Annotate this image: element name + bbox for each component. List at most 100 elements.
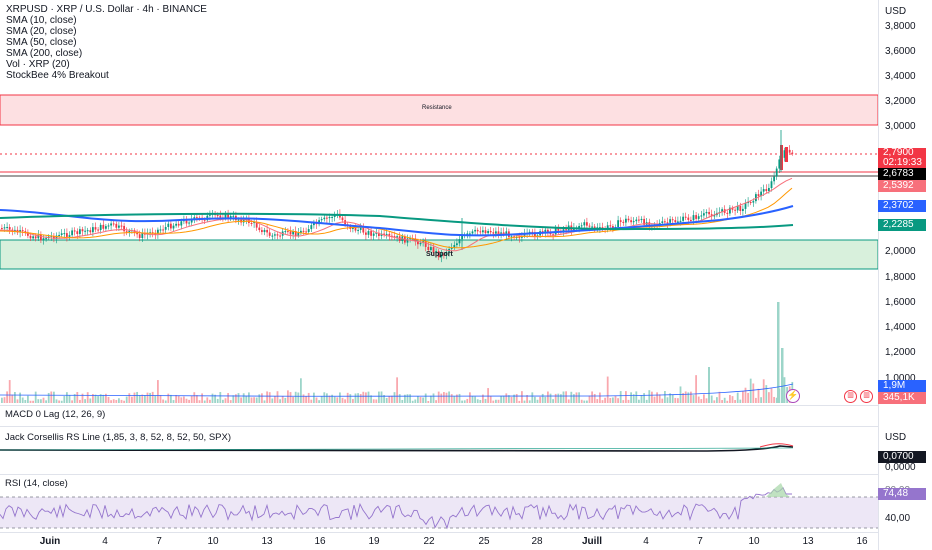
candle	[102, 224, 105, 229]
volume-ma-line	[0, 383, 794, 397]
volume-bar	[731, 396, 734, 403]
candle	[593, 226, 596, 228]
macd-title[interactable]: MACD 0 Lag (12, 26, 9)	[5, 409, 106, 420]
candle	[253, 222, 255, 224]
volume-bar	[45, 400, 47, 403]
rs-value-tag[interactable]: 0,0700	[878, 451, 926, 463]
volume-bar	[8, 380, 11, 403]
volume-bar	[547, 391, 549, 403]
candle	[71, 230, 73, 236]
candle	[635, 219, 638, 222]
volume-tag[interactable]: 345,1K	[878, 392, 926, 404]
resistance-zone[interactable]	[0, 94, 878, 126]
indicator-sma10[interactable]: SMA (10, close)	[6, 15, 77, 26]
rsi-title[interactable]: RSI (14, close)	[5, 478, 68, 489]
rsi-value-tag[interactable]: 74,48	[878, 488, 926, 500]
candle	[6, 227, 8, 229]
pane-separator-macd[interactable]	[0, 405, 932, 406]
moving-averages	[0, 177, 794, 252]
candle	[357, 229, 359, 231]
chart-legend: XRPUSD · XRP / U.S. Dollar · 4h · BINANC…	[6, 4, 207, 81]
last-price-tag[interactable]: 2,7900 02:19:33	[878, 148, 926, 168]
volume-bar	[437, 391, 440, 403]
rs-axis-currency[interactable]: USD	[885, 432, 907, 443]
lightning-icon[interactable]: ⚡	[786, 389, 800, 403]
volume-bar	[115, 399, 118, 403]
candle	[188, 222, 190, 224]
volume-bar	[575, 392, 578, 403]
price-tick: 3,2000	[885, 96, 916, 107]
level-tag-black[interactable]: 2,6783	[878, 168, 926, 180]
candle	[700, 215, 703, 217]
volume-bar	[632, 394, 635, 403]
candle	[734, 209, 736, 211]
dividend-flag-icon[interactable]: ▥	[860, 390, 873, 403]
candle	[510, 236, 513, 238]
volume-bar	[744, 387, 747, 403]
volume-bar	[359, 393, 362, 403]
candle	[619, 220, 622, 222]
candle	[752, 201, 755, 203]
rs-title[interactable]: Jack Corsellis RS Line (1,85, 3, 8, 52, …	[5, 432, 232, 443]
indicator-stockbee[interactable]: StockBee 4% Breakout	[6, 70, 109, 81]
sma50-tag[interactable]: 2,3702	[878, 200, 926, 212]
rsi-path	[0, 487, 792, 530]
volume-bar	[760, 397, 762, 403]
volume-bar	[3, 397, 6, 403]
volume-bar	[661, 398, 664, 403]
volume-bar	[164, 400, 167, 403]
indicator-sma20[interactable]: SMA (20, close)	[6, 26, 77, 37]
candle	[302, 230, 305, 232]
volume-bar	[276, 391, 279, 403]
volume-bar	[708, 367, 710, 403]
sma200-tag[interactable]: 2,2285	[878, 219, 926, 231]
axis-currency[interactable]: USD	[885, 6, 907, 17]
volume-bar	[107, 396, 110, 403]
candle	[489, 230, 492, 233]
sma10-tag[interactable]: 2,5392	[878, 180, 926, 192]
volume-bar	[768, 392, 770, 403]
volume-bar	[47, 392, 50, 403]
price-tick: 3,6000	[885, 46, 916, 57]
pane-separator-rsi[interactable]	[0, 474, 932, 475]
candle	[583, 222, 586, 226]
volume-bar	[443, 392, 445, 403]
candle	[229, 215, 232, 219]
candle	[396, 236, 398, 238]
volume-bar	[775, 397, 778, 403]
volume-bar	[367, 391, 370, 403]
volume-bar	[227, 393, 229, 403]
candle	[469, 233, 471, 235]
candle	[476, 229, 479, 232]
indicator-volume[interactable]: Vol · XRP (20)	[6, 59, 70, 70]
volume-bar	[177, 395, 180, 403]
volume-bar	[599, 392, 601, 403]
candle	[328, 217, 331, 219]
volume-bar	[570, 391, 573, 403]
volume-bar	[726, 400, 729, 403]
candle	[94, 227, 97, 230]
chart-canvas[interactable]	[0, 0, 878, 550]
candle	[638, 219, 640, 221]
earnings-flag-icon[interactable]: ▥	[844, 390, 857, 403]
indicator-sma50[interactable]: SMA (50, close)	[6, 37, 77, 48]
indicator-sma200[interactable]: SMA (200, close)	[6, 48, 83, 59]
volume-bar	[11, 394, 14, 403]
candle	[427, 246, 430, 250]
volume-bar	[695, 375, 697, 403]
candle	[19, 230, 21, 233]
time-label: 28	[531, 536, 543, 547]
pane-separator-rs[interactable]	[0, 426, 932, 427]
candle	[643, 218, 645, 225]
candle	[609, 225, 612, 227]
rs-ma-line	[0, 447, 794, 451]
volume-bar	[531, 392, 534, 403]
candle	[617, 220, 619, 228]
price-tick: 1,6000	[885, 297, 916, 308]
volume-bar	[640, 395, 643, 403]
symbol-title[interactable]: XRPUSD · XRP / U.S. Dollar · 4h · BINANC…	[6, 4, 207, 15]
volume-bar	[471, 396, 474, 403]
candle	[518, 237, 521, 239]
volume-bar	[669, 393, 671, 403]
volume-ma-tag[interactable]: 1,9M	[878, 380, 926, 392]
